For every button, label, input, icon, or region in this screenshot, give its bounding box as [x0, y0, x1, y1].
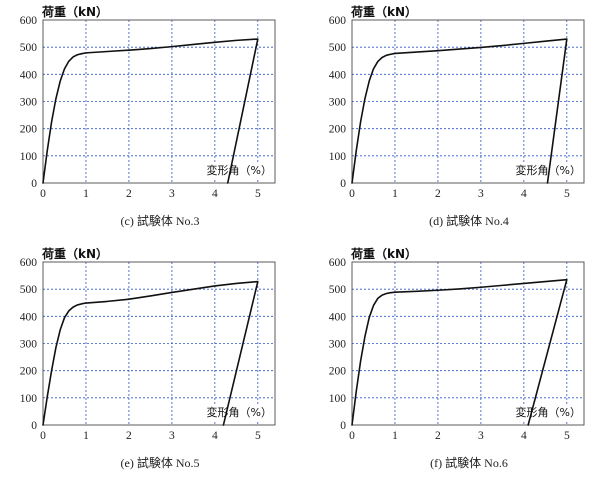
y-axis-label: 荷重（kN） — [41, 4, 108, 19]
x-tick-label: 1 — [392, 188, 398, 200]
load-deformation-curve — [42, 280, 259, 426]
x-tick-label: 4 — [212, 430, 218, 442]
x-tick-label: 0 — [40, 188, 46, 200]
x-tick-label: 3 — [169, 430, 175, 442]
load-deformation-curve — [351, 38, 568, 184]
x-axis-label: 変形角（%） — [516, 163, 581, 177]
panel-caption: (f) 試験体 No.6 — [430, 455, 508, 470]
x-axis-label-background — [211, 404, 273, 420]
plot-frame — [351, 19, 585, 184]
chart-panel: 0 100 200 300 400 500 600 0 1 2 3 4 5 荷重（kN） 変形角（%） (d)… — [329, 4, 585, 228]
x-tick-label: 5 — [255, 188, 261, 200]
x-axis-label: 変形角（%） — [207, 405, 272, 419]
x-tick-label: 0 — [349, 188, 355, 200]
x-tick-label: 5 — [564, 430, 570, 442]
y-tick-label: 500 — [20, 284, 38, 296]
x-tick-label: 5 — [564, 188, 570, 200]
x-tick-label: 2 — [126, 430, 132, 442]
y-tick-label: 600 — [329, 257, 347, 269]
y-tick-label: 300 — [329, 97, 347, 109]
y-axis-label: 荷重（kN） — [350, 246, 417, 261]
y-tick-label: 100 — [20, 393, 38, 405]
y-tick-label: 200 — [329, 124, 347, 136]
load-deformation-curve — [351, 278, 568, 426]
plot-frame — [42, 19, 276, 184]
x-axis-label-background — [520, 404, 582, 420]
x-axis-label-background — [211, 162, 273, 178]
y-tick-label: 400 — [329, 311, 347, 323]
y-tick-label: 0 — [340, 178, 346, 190]
x-tick-label: 4 — [521, 430, 527, 442]
y-tick-label: 600 — [20, 257, 38, 269]
x-tick-label: 3 — [478, 430, 484, 442]
x-tick-label: 0 — [349, 430, 355, 442]
y-tick-label: 100 — [20, 151, 38, 163]
panel-caption: (d) 試験体 No.4 — [429, 213, 509, 228]
x-tick-label: 1 — [83, 430, 89, 442]
y-tick-label: 600 — [329, 15, 347, 27]
chart-panel: 0 100 200 300 400 500 600 0 1 2 3 4 5 荷重（kN） 変形角（%） (c)… — [20, 4, 276, 228]
x-tick-label: 3 — [169, 188, 175, 200]
chart-panel: 0 100 200 300 400 500 600 0 1 2 3 4 5 荷重（kN） 変形角（%） (e)… — [20, 246, 276, 470]
x-axis-label-background — [520, 162, 582, 178]
load-deformation-curve — [42, 38, 259, 184]
plot-frame — [42, 261, 276, 426]
panel-caption: (c) 試験体 No.3 — [121, 213, 200, 228]
x-tick-label: 5 — [255, 430, 261, 442]
y-tick-label: 400 — [20, 311, 38, 323]
y-tick-label: 400 — [20, 69, 38, 81]
y-tick-label: 400 — [329, 69, 347, 81]
x-tick-label: 1 — [83, 188, 89, 200]
x-tick-label: 2 — [435, 188, 441, 200]
y-tick-label: 100 — [329, 393, 347, 405]
x-tick-label: 0 — [40, 430, 46, 442]
x-tick-label: 4 — [212, 188, 218, 200]
y-tick-label: 500 — [329, 42, 347, 54]
x-tick-label: 4 — [521, 188, 527, 200]
x-axis-label: 変形角（%） — [207, 163, 272, 177]
panel-caption: (e) 試験体 No.5 — [121, 455, 200, 470]
y-tick-label: 500 — [329, 284, 347, 296]
y-tick-label: 200 — [329, 366, 347, 378]
y-tick-label: 300 — [20, 97, 38, 109]
y-tick-label: 500 — [20, 42, 38, 54]
y-tick-label: 300 — [329, 339, 347, 351]
x-tick-label: 1 — [392, 430, 398, 442]
y-tick-label: 600 — [20, 15, 38, 27]
x-axis-label: 変形角（%） — [516, 405, 581, 419]
y-tick-label: 300 — [20, 339, 38, 351]
x-tick-label: 3 — [478, 188, 484, 200]
y-tick-label: 0 — [31, 178, 37, 190]
x-tick-label: 2 — [435, 430, 441, 442]
plot-frame — [351, 261, 585, 426]
y-tick-label: 100 — [329, 151, 347, 163]
y-tick-label: 0 — [340, 420, 346, 432]
chart-panel: 0 100 200 300 400 500 600 0 1 2 3 4 5 荷重（kN） 変形角（%） (f)… — [329, 246, 585, 470]
x-tick-label: 2 — [126, 188, 132, 200]
y-axis-label: 荷重（kN） — [350, 4, 417, 19]
y-tick-label: 200 — [20, 124, 38, 136]
y-tick-label: 0 — [31, 420, 37, 432]
y-axis-label: 荷重（kN） — [41, 246, 108, 261]
y-tick-label: 200 — [20, 366, 38, 378]
